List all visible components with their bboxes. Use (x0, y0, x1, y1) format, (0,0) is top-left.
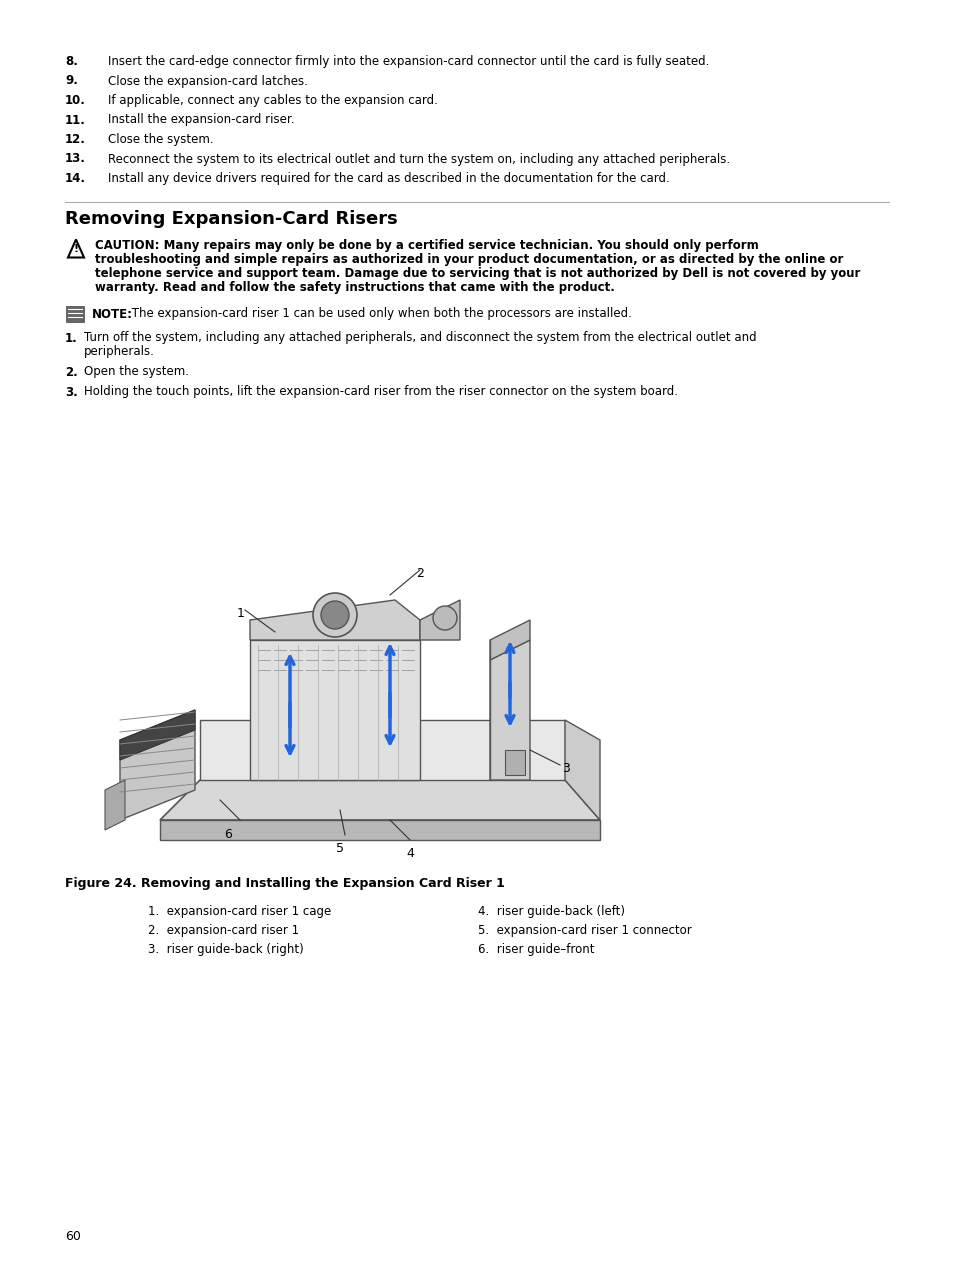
Text: 14.: 14. (65, 172, 86, 185)
Text: Close the expansion-card latches.: Close the expansion-card latches. (108, 75, 308, 87)
Text: 1: 1 (236, 607, 245, 620)
Text: 10.: 10. (65, 94, 86, 107)
Text: 8.: 8. (65, 55, 78, 68)
Polygon shape (160, 820, 599, 839)
Circle shape (433, 606, 456, 630)
Text: The expansion-card riser 1 can be used only when both the processors are install: The expansion-card riser 1 can be used o… (128, 308, 631, 321)
Text: 3.  riser guide-back (right): 3. riser guide-back (right) (148, 943, 303, 956)
Text: troubleshooting and simple repairs as authorized in your product documentation, : troubleshooting and simple repairs as au… (95, 254, 842, 266)
Text: CAUTION: Many repairs may only be done by a certified service technician. You sh: CAUTION: Many repairs may only be done b… (95, 240, 758, 252)
Polygon shape (200, 720, 564, 780)
Text: 5: 5 (335, 842, 344, 855)
Text: telephone service and support team. Damage due to servicing that is not authoriz: telephone service and support team. Dama… (95, 268, 860, 280)
Text: 13.: 13. (65, 152, 86, 166)
Text: Close the system.: Close the system. (108, 133, 213, 146)
Text: 2.  expansion-card riser 1: 2. expansion-card riser 1 (148, 924, 299, 937)
Text: 11.: 11. (65, 114, 86, 127)
Text: Reconnect the system to its electrical outlet and turn the system on, including : Reconnect the system to its electrical o… (108, 152, 729, 166)
Text: If applicable, connect any cables to the expansion card.: If applicable, connect any cables to the… (108, 94, 437, 107)
Text: warranty. Read and follow the safety instructions that came with the product.: warranty. Read and follow the safety ins… (95, 281, 615, 294)
FancyBboxPatch shape (66, 306, 84, 322)
Text: 4.  riser guide-back (left): 4. riser guide-back (left) (477, 905, 624, 918)
Circle shape (320, 601, 349, 629)
Polygon shape (250, 640, 419, 780)
Text: 2.: 2. (65, 365, 77, 379)
Circle shape (313, 593, 356, 637)
Text: Turn off the system, including any attached peripherals, and disconnect the syst: Turn off the system, including any attac… (84, 331, 756, 345)
Text: Insert the card-edge connector firmly into the expansion-card connector until th: Insert the card-edge connector firmly in… (108, 55, 709, 68)
Text: 1.  expansion-card riser 1 cage: 1. expansion-card riser 1 cage (148, 905, 331, 918)
Text: NOTE:: NOTE: (91, 308, 132, 321)
Text: 60: 60 (65, 1230, 81, 1243)
Text: Install any device drivers required for the card as described in the documentati: Install any device drivers required for … (108, 172, 669, 185)
Polygon shape (105, 780, 125, 831)
Polygon shape (490, 620, 530, 661)
Polygon shape (250, 600, 419, 640)
Text: 5.  expansion-card riser 1 connector: 5. expansion-card riser 1 connector (477, 924, 691, 937)
Text: 2: 2 (416, 567, 423, 579)
Text: 3.: 3. (65, 385, 77, 398)
Text: 6: 6 (224, 828, 232, 841)
Text: Removing Expansion-Card Risers: Removing Expansion-Card Risers (65, 209, 397, 227)
Text: Figure 24. Removing and Installing the Expansion Card Riser 1: Figure 24. Removing and Installing the E… (65, 877, 504, 890)
Polygon shape (490, 640, 530, 780)
Text: !: ! (73, 243, 78, 254)
Text: Holding the touch points, lift the expansion-card riser from the riser connector: Holding the touch points, lift the expan… (84, 385, 678, 398)
Polygon shape (120, 710, 194, 820)
Text: peripherals.: peripherals. (84, 345, 154, 359)
Polygon shape (564, 720, 599, 820)
Polygon shape (504, 749, 524, 775)
Text: 6.  riser guide–front: 6. riser guide–front (477, 943, 594, 956)
Text: 4: 4 (406, 847, 414, 860)
Polygon shape (120, 710, 194, 760)
Text: 1.: 1. (65, 331, 77, 345)
Polygon shape (419, 600, 459, 640)
Polygon shape (160, 780, 599, 820)
Text: 3: 3 (561, 762, 569, 775)
Text: Install the expansion-card riser.: Install the expansion-card riser. (108, 114, 294, 127)
Text: 9.: 9. (65, 75, 78, 87)
Text: 12.: 12. (65, 133, 86, 146)
Text: Open the system.: Open the system. (84, 365, 189, 379)
